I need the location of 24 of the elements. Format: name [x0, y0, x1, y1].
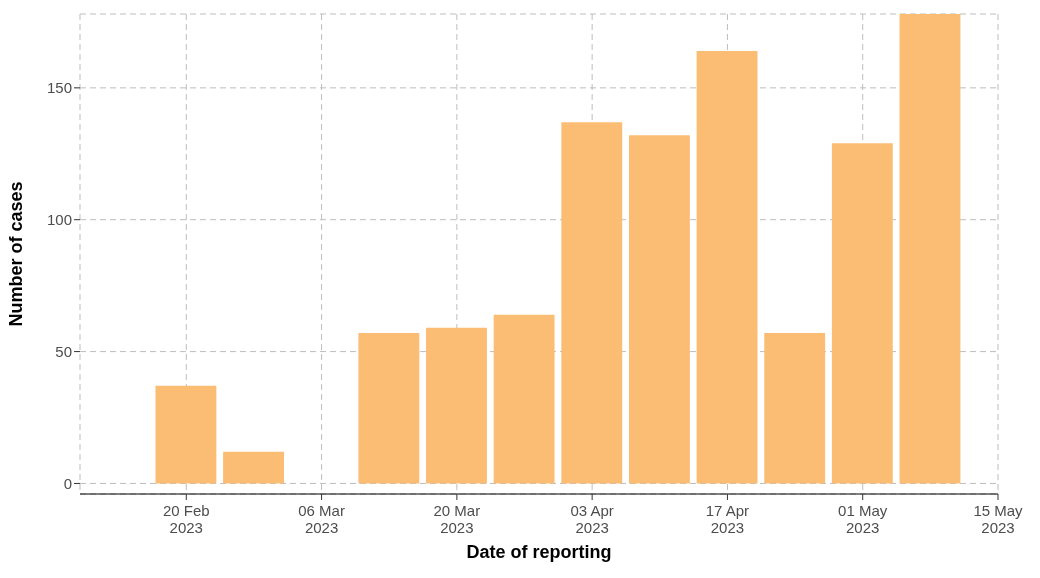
x-tick-label: 01 May 2023 [838, 502, 888, 536]
bar [493, 314, 555, 484]
bar [155, 385, 217, 484]
bar [358, 333, 420, 484]
x-axis-title: Date of reporting [466, 542, 612, 562]
x-tick-label: 17 Apr 2023 [705, 502, 750, 536]
bar [696, 50, 758, 484]
x-tick-label: 20 Feb 2023 [162, 502, 210, 536]
y-axis-title: Number of cases [6, 181, 27, 327]
bar [561, 122, 623, 484]
y-tick-label: 100 [46, 211, 72, 229]
x-tick-label: 20 Mar 2023 [433, 502, 481, 536]
x-tick-label: 03 Apr 2023 [570, 502, 614, 536]
bar [426, 327, 487, 484]
y-tick-label: 50 [55, 342, 72, 360]
bar [628, 135, 690, 484]
bar [764, 333, 826, 484]
y-tick-label: 150 [46, 79, 72, 97]
x-tick-label: 15 May 2023 [973, 502, 1024, 536]
bar [899, 14, 961, 484]
bar [831, 143, 893, 484]
bar [223, 451, 284, 484]
y-tick-label: 0 [63, 474, 72, 492]
x-tick-label: 06 Mar 2023 [298, 502, 345, 536]
